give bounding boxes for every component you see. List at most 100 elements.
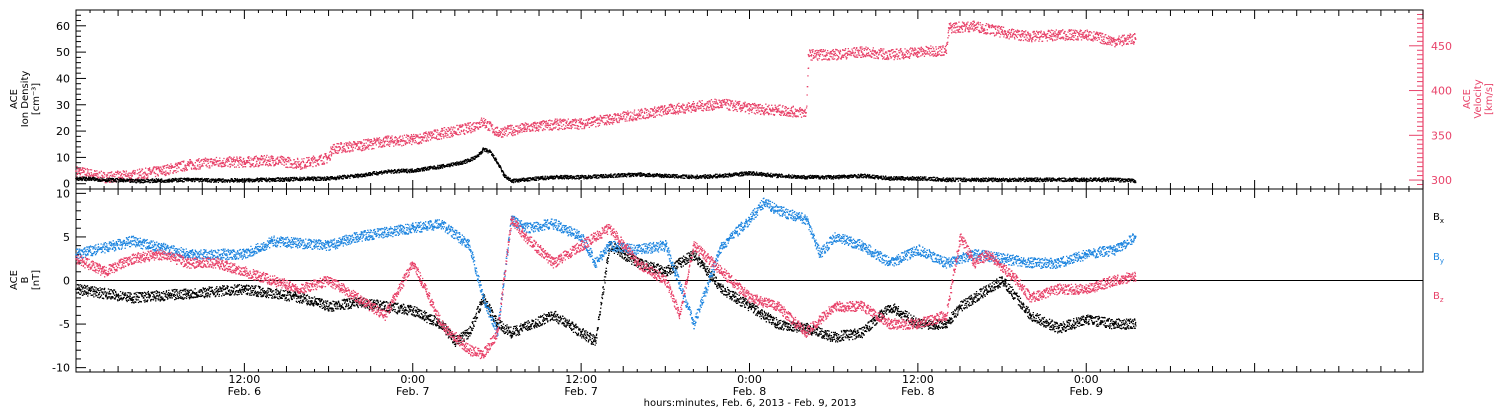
data-point <box>327 156 330 159</box>
data-point <box>1057 34 1060 36</box>
x-tick-sublabel: Feb. 7 <box>564 385 597 398</box>
data-point <box>1085 253 1088 256</box>
series-bz <box>75 216 1137 360</box>
data-point <box>608 118 611 121</box>
data-point <box>131 257 134 260</box>
data-point <box>860 305 863 308</box>
data-point <box>832 53 835 56</box>
y-tick-label: 30 <box>56 99 70 112</box>
data-point <box>552 123 554 126</box>
y2-tick-label: 400 <box>1431 85 1452 98</box>
data-point <box>888 177 891 180</box>
data-point <box>608 227 611 230</box>
data-point <box>103 178 105 181</box>
data-point <box>467 331 470 334</box>
data-point <box>75 288 77 291</box>
data-point <box>580 176 583 179</box>
data-point <box>832 336 835 339</box>
data-point <box>330 147 333 150</box>
data-point <box>580 236 583 238</box>
data-point <box>1001 178 1003 181</box>
data-point <box>243 179 246 182</box>
top-right-ylabel: ACE Velocity [km/s] <box>1462 79 1495 118</box>
data-point <box>804 176 807 179</box>
data-point <box>271 159 274 162</box>
data-point <box>1057 178 1060 181</box>
data-point <box>411 310 414 312</box>
data-point <box>776 305 779 308</box>
data-point <box>510 331 512 334</box>
data-point <box>776 174 779 177</box>
y-tick-label: 60 <box>56 20 70 33</box>
data-point <box>776 209 779 212</box>
x-tick-label: 0:00 <box>1074 373 1099 386</box>
data-point <box>1057 262 1060 264</box>
data-point <box>552 176 554 179</box>
data-point <box>187 262 190 264</box>
data-point <box>860 174 863 177</box>
data-point <box>482 120 484 123</box>
data-point <box>439 132 442 135</box>
data-point <box>1113 178 1116 181</box>
data-point <box>243 288 246 291</box>
data-point <box>832 236 835 238</box>
y-tick-label: -5 <box>59 318 70 331</box>
data-point <box>467 349 470 352</box>
data-point <box>1134 236 1137 238</box>
data-point <box>187 178 190 181</box>
data-point <box>215 161 218 164</box>
y-tick-label: 50 <box>56 46 70 59</box>
data-point <box>131 240 134 243</box>
legend-entry: By <box>1433 252 1444 265</box>
bottom-panel-data <box>75 197 1137 360</box>
data-point <box>503 174 505 177</box>
y2-tick-label: 350 <box>1431 129 1452 142</box>
data-point <box>860 244 863 247</box>
data-point <box>383 231 386 234</box>
data-point <box>383 140 386 143</box>
y-tick-label: 10 <box>56 187 70 200</box>
data-point <box>1134 37 1137 40</box>
data-point <box>608 244 611 247</box>
data-point <box>243 253 246 256</box>
data-point <box>888 323 891 325</box>
series-velocity <box>75 20 1137 184</box>
data-point <box>748 107 751 110</box>
data-point <box>460 161 463 164</box>
data-point <box>748 218 751 221</box>
data-point <box>664 244 667 247</box>
series-points <box>76 197 1137 337</box>
y2-tick-label: 450 <box>1431 40 1452 53</box>
data-point <box>243 161 246 164</box>
data-point <box>888 262 891 264</box>
data-point <box>496 161 498 164</box>
data-point <box>594 262 597 264</box>
data-point <box>299 288 302 291</box>
data-point <box>748 297 751 299</box>
data-point <box>947 27 950 29</box>
data-point <box>692 323 695 325</box>
data-point <box>860 331 863 334</box>
data-point <box>1029 178 1032 181</box>
data-point <box>215 179 218 182</box>
data-point <box>580 244 583 247</box>
axis-title-line: Velocity <box>1473 79 1484 118</box>
data-point <box>692 105 695 108</box>
data-point <box>383 170 386 173</box>
data-point <box>973 178 975 181</box>
data-point <box>720 270 723 273</box>
x-axis-title: hours:minutes, Feb. 6, 2013 - Feb. 9, 20… <box>644 398 857 409</box>
data-point <box>1113 40 1116 43</box>
data-point <box>916 177 919 180</box>
axis-title-line: Ion Density <box>20 71 31 128</box>
data-point <box>1029 314 1032 317</box>
data-point <box>299 163 302 165</box>
data-point <box>807 53 810 56</box>
data-point <box>973 297 975 299</box>
data-point <box>636 113 639 116</box>
data-point <box>636 173 639 176</box>
data-point <box>945 262 947 264</box>
series-by <box>75 197 1137 337</box>
data-point <box>888 53 891 56</box>
